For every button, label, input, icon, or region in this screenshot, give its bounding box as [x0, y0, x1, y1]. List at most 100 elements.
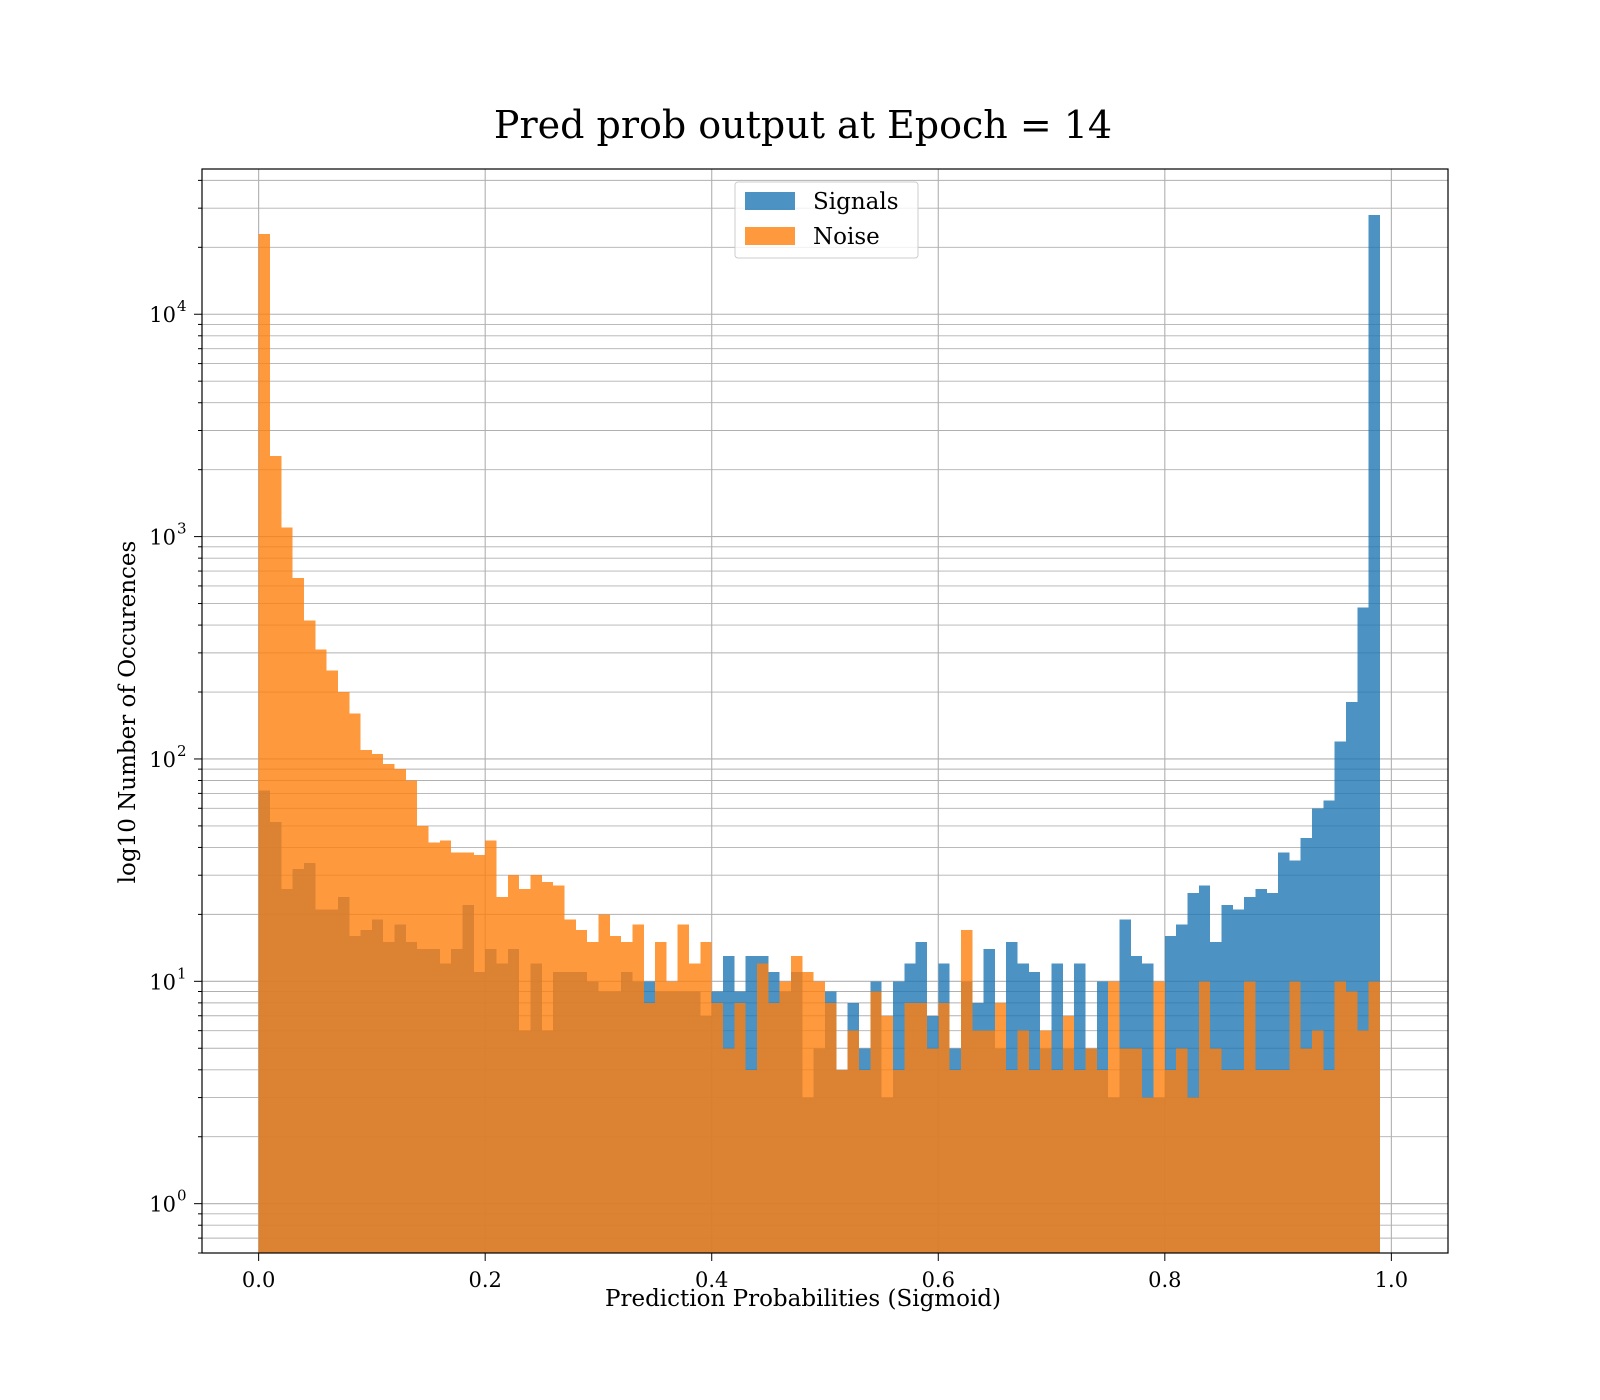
noise-bar [575, 930, 588, 1253]
x-tick-label: 0.2 [468, 1268, 501, 1292]
noise-bar [451, 852, 463, 1253]
noise-bar [666, 981, 678, 1253]
noise-bar [972, 1030, 984, 1253]
noise-bar [598, 914, 610, 1253]
noise-bar [994, 1002, 1007, 1253]
noise-bar [1187, 1097, 1199, 1253]
noise-bar [1085, 1048, 1097, 1253]
noise-bar [1278, 1069, 1290, 1253]
legend-label-noise: Noise [813, 224, 880, 250]
noise-bar [507, 875, 520, 1253]
noise-bar [870, 991, 882, 1253]
x-axis-label: Prediction Probabilities (Sigmoid) [605, 1286, 1001, 1312]
noise-bar [1289, 981, 1301, 1253]
noise-bar [519, 889, 531, 1253]
noise-bar [677, 924, 690, 1253]
y-tick-label: 10 [149, 526, 176, 550]
noise-bar [1210, 1048, 1222, 1253]
noise-bar [858, 1069, 871, 1253]
noise-bar [303, 620, 316, 1253]
noise-bar [711, 1002, 724, 1253]
y-tick-exponent: 0 [177, 1187, 187, 1205]
y-tick-exponent: 2 [177, 742, 187, 760]
noise-bar [1006, 1069, 1018, 1253]
signals-bar [1300, 838, 1313, 1253]
bars-layer [258, 214, 1381, 1254]
noise-bar [1323, 1069, 1335, 1253]
noise-bar [1017, 1030, 1029, 1253]
noise-bar [643, 1002, 656, 1253]
noise-bar [473, 854, 486, 1253]
noise-bar [1255, 1069, 1267, 1253]
noise-bar [1357, 1030, 1369, 1253]
noise-bar [1346, 991, 1358, 1253]
noise-bar [1040, 1030, 1052, 1253]
noise-bar [768, 1002, 780, 1253]
noise-bar [926, 1048, 939, 1253]
legend: Signals Noise [734, 181, 919, 259]
noise-bar [349, 713, 361, 1253]
noise-bar [1130, 1048, 1143, 1253]
noise-bar [1244, 981, 1256, 1253]
noise-bar [1142, 1097, 1154, 1253]
noise-bar [1119, 1048, 1131, 1253]
noise-bar [1334, 981, 1347, 1253]
x-tick-label: 0.4 [695, 1268, 728, 1292]
noise-bar [1028, 1069, 1041, 1253]
signals-bar [1346, 702, 1358, 1253]
series-noise [258, 233, 1381, 1254]
noise-bar [587, 942, 599, 1253]
signals-bar [1278, 852, 1290, 1253]
noise-bar [904, 1002, 916, 1253]
noise-bar [881, 1015, 893, 1253]
signals-bar [1323, 800, 1335, 1253]
noise-bar [960, 930, 973, 1253]
noise-bar [462, 852, 474, 1253]
noise-bar [1312, 1030, 1324, 1253]
noise-bar [281, 527, 293, 1253]
noise-bar [428, 842, 440, 1253]
noise-bar [779, 981, 792, 1253]
noise-bar [269, 456, 282, 1254]
noise-bar [530, 875, 542, 1253]
noise-bar [655, 942, 667, 1253]
y-tick-label: 10 [149, 748, 176, 772]
noise-bar [1266, 1069, 1279, 1253]
noise-bar [394, 769, 406, 1253]
noise-bar [292, 578, 304, 1253]
noise-bar [689, 963, 701, 1253]
y-tick-label: 10 [149, 970, 176, 994]
y-tick-exponent: 4 [177, 297, 187, 315]
noise-bar [791, 955, 803, 1253]
chart-title: Pred prob output at Epoch = 14 [494, 103, 1112, 147]
noise-bar [621, 942, 633, 1253]
noise-bar [360, 749, 372, 1253]
noise-bar [1232, 1069, 1245, 1253]
noise-bar [383, 763, 395, 1253]
noise-bar [371, 754, 384, 1253]
noise-bar [1062, 1015, 1075, 1253]
noise-bar [1176, 1048, 1188, 1253]
noise-bar [337, 692, 350, 1253]
y-tick-exponent: 3 [177, 520, 187, 538]
noise-bar [915, 1002, 927, 1253]
noise-bar [1164, 1069, 1177, 1253]
noise-bar [326, 670, 338, 1253]
noise-bar [439, 840, 452, 1253]
signals-bar [1357, 607, 1369, 1253]
x-tick-label: 0.8 [1148, 1268, 1181, 1292]
axes-frame [201, 168, 1449, 1254]
noise-bar [405, 780, 418, 1253]
noise-bar [1108, 981, 1120, 1253]
noise-bar [745, 1069, 758, 1253]
legend-swatch-signals [745, 192, 795, 210]
noise-bar [836, 1069, 848, 1253]
signals-bar [1187, 892, 1199, 1253]
noise-bar [496, 896, 508, 1253]
noise-bar [417, 825, 429, 1253]
noise-bar [1153, 981, 1165, 1253]
noise-bar [1051, 1069, 1063, 1253]
noise-bar [938, 1002, 950, 1253]
